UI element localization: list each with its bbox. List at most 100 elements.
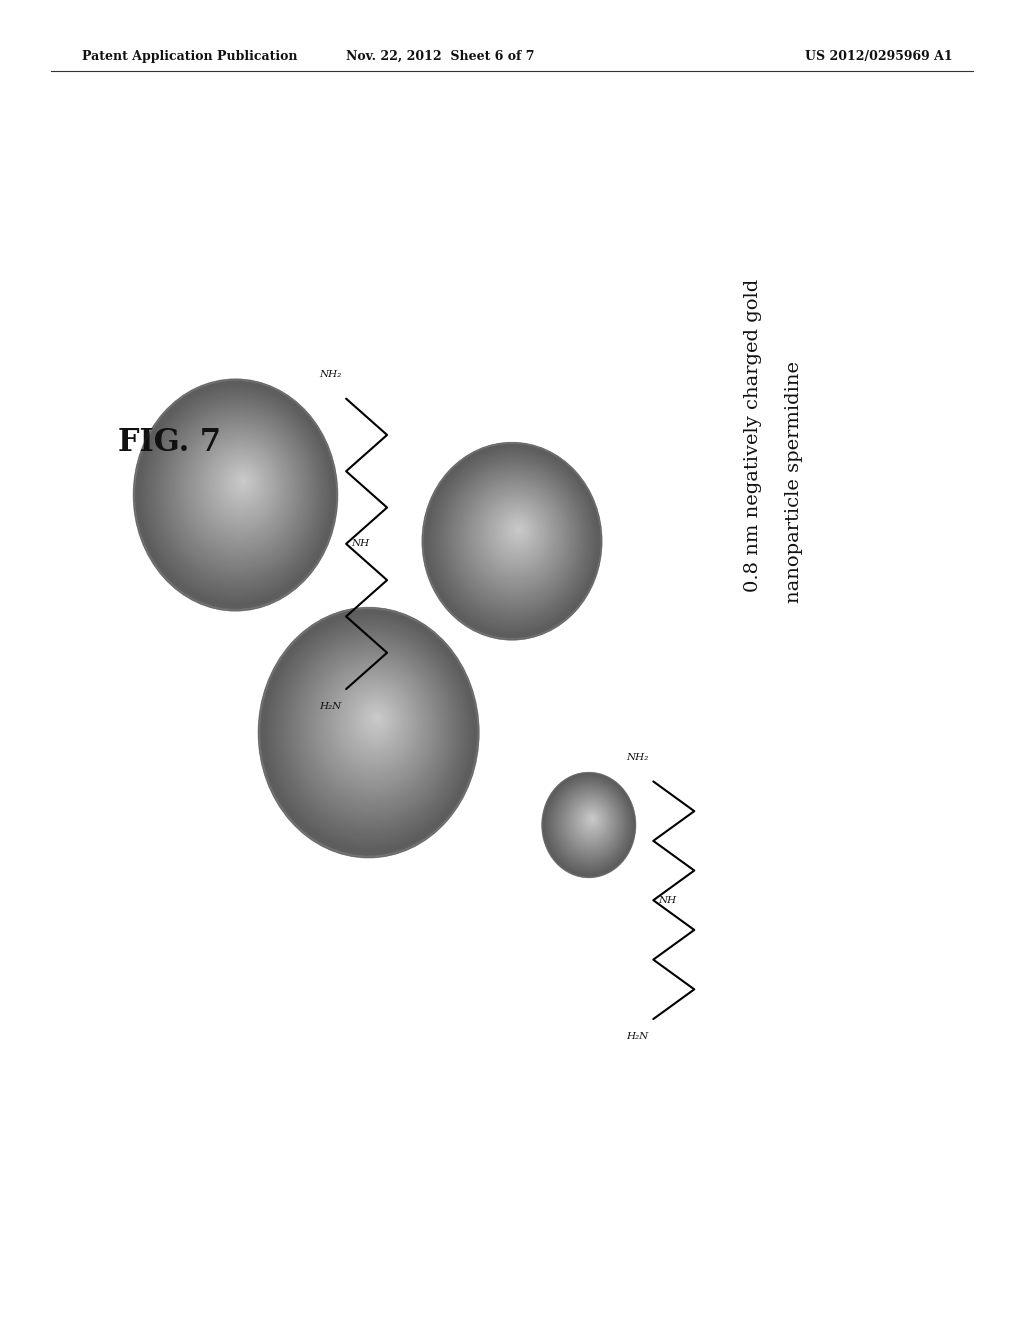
Ellipse shape	[550, 780, 629, 869]
Ellipse shape	[188, 430, 291, 546]
Ellipse shape	[172, 414, 305, 566]
Ellipse shape	[510, 520, 527, 540]
Ellipse shape	[511, 521, 526, 539]
Ellipse shape	[592, 818, 593, 820]
Ellipse shape	[492, 504, 543, 561]
Ellipse shape	[374, 714, 381, 722]
Ellipse shape	[152, 396, 323, 590]
Ellipse shape	[427, 446, 598, 635]
Ellipse shape	[205, 445, 276, 527]
Ellipse shape	[154, 397, 321, 587]
Ellipse shape	[452, 469, 578, 607]
Ellipse shape	[584, 810, 600, 829]
Ellipse shape	[482, 496, 551, 572]
Ellipse shape	[150, 395, 324, 591]
Ellipse shape	[298, 644, 445, 812]
Ellipse shape	[315, 660, 430, 791]
Ellipse shape	[561, 789, 620, 855]
Ellipse shape	[446, 465, 582, 612]
Ellipse shape	[336, 678, 413, 767]
Ellipse shape	[161, 404, 314, 578]
Ellipse shape	[560, 789, 620, 857]
Ellipse shape	[439, 458, 587, 620]
Ellipse shape	[275, 624, 464, 837]
Ellipse shape	[514, 525, 523, 535]
Ellipse shape	[227, 466, 258, 500]
Ellipse shape	[317, 663, 428, 788]
Ellipse shape	[461, 477, 569, 595]
Ellipse shape	[223, 462, 261, 506]
Ellipse shape	[190, 432, 289, 544]
Ellipse shape	[198, 438, 283, 536]
Ellipse shape	[562, 791, 618, 854]
Ellipse shape	[346, 688, 404, 755]
Ellipse shape	[282, 630, 459, 830]
Ellipse shape	[447, 466, 580, 611]
Ellipse shape	[342, 685, 408, 760]
Ellipse shape	[175, 418, 302, 561]
Ellipse shape	[174, 416, 303, 564]
Ellipse shape	[280, 627, 461, 832]
Ellipse shape	[184, 426, 294, 550]
Ellipse shape	[589, 814, 596, 824]
Ellipse shape	[311, 657, 433, 795]
Ellipse shape	[186, 428, 293, 548]
Ellipse shape	[441, 459, 586, 618]
Ellipse shape	[453, 470, 575, 605]
Ellipse shape	[324, 668, 423, 780]
Ellipse shape	[268, 616, 471, 846]
Ellipse shape	[294, 640, 449, 816]
Ellipse shape	[159, 403, 316, 581]
Ellipse shape	[555, 784, 625, 862]
Ellipse shape	[177, 420, 300, 560]
Ellipse shape	[582, 809, 602, 832]
Ellipse shape	[302, 648, 442, 807]
Ellipse shape	[471, 486, 561, 585]
Ellipse shape	[472, 487, 559, 583]
Ellipse shape	[334, 677, 415, 770]
Ellipse shape	[467, 483, 563, 589]
Ellipse shape	[430, 449, 595, 631]
Ellipse shape	[558, 787, 623, 859]
Ellipse shape	[469, 484, 562, 586]
Ellipse shape	[328, 672, 420, 776]
Ellipse shape	[436, 455, 590, 623]
Ellipse shape	[221, 461, 262, 507]
Ellipse shape	[581, 808, 603, 833]
Ellipse shape	[292, 639, 451, 818]
Ellipse shape	[497, 510, 539, 556]
Ellipse shape	[589, 816, 596, 822]
Ellipse shape	[435, 454, 591, 626]
Ellipse shape	[567, 796, 614, 849]
Ellipse shape	[574, 803, 607, 840]
Ellipse shape	[270, 618, 469, 843]
Ellipse shape	[544, 774, 635, 876]
Ellipse shape	[232, 471, 253, 494]
Ellipse shape	[216, 455, 267, 513]
Ellipse shape	[260, 609, 477, 855]
Ellipse shape	[330, 673, 418, 774]
Ellipse shape	[554, 784, 625, 863]
Ellipse shape	[202, 442, 280, 531]
Ellipse shape	[438, 457, 589, 622]
Ellipse shape	[573, 801, 609, 841]
Ellipse shape	[587, 813, 598, 825]
Ellipse shape	[549, 779, 630, 870]
Ellipse shape	[573, 801, 608, 841]
Ellipse shape	[234, 473, 252, 492]
Text: Patent Application Publication: Patent Application Publication	[82, 50, 297, 63]
Ellipse shape	[500, 512, 536, 552]
Ellipse shape	[591, 817, 594, 821]
Ellipse shape	[433, 453, 593, 627]
Ellipse shape	[230, 469, 255, 496]
Ellipse shape	[135, 380, 336, 609]
Ellipse shape	[163, 407, 312, 577]
Ellipse shape	[264, 612, 474, 851]
Ellipse shape	[422, 442, 602, 640]
Ellipse shape	[304, 649, 440, 804]
Ellipse shape	[166, 409, 309, 572]
Ellipse shape	[212, 451, 270, 517]
Ellipse shape	[237, 474, 250, 490]
Ellipse shape	[483, 498, 550, 570]
Ellipse shape	[559, 788, 621, 857]
